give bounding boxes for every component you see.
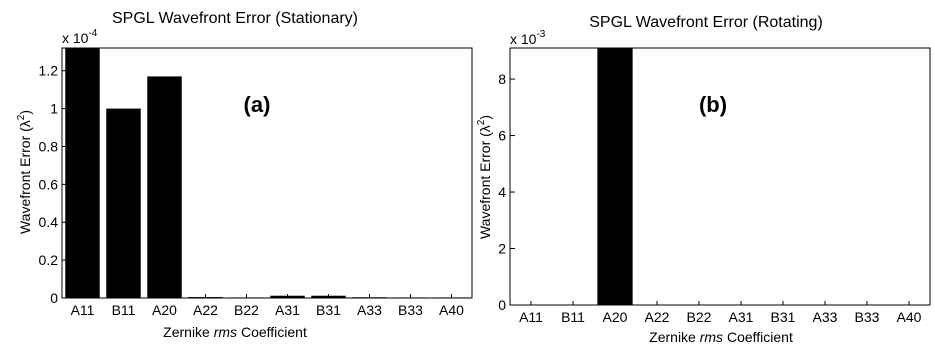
x-tick-label: B31 <box>771 309 796 325</box>
x-tick-label: A20 <box>152 302 177 318</box>
x-tick-label: A33 <box>813 309 838 325</box>
x-tick-label: A22 <box>645 309 670 325</box>
y-tick-label: 0.4 <box>39 214 59 230</box>
x-tick-label: A31 <box>729 309 754 325</box>
x-tick-labels: A11 B11 A20 A22 B22 A31 B31 A33 B33 A40 <box>71 294 464 318</box>
y-multiplier: x 10-3 <box>510 29 546 47</box>
x-tick-label: A40 <box>439 302 464 318</box>
x-tick-label: A33 <box>357 302 382 318</box>
x-tick-labels: A11 B11 A20 A22 B22 A31 B31 A33 B33 A40 <box>519 301 922 325</box>
x-tick-label: B33 <box>398 302 423 318</box>
panel-b: SPGL Wavefront Error (Rotating) x 10-3 (… <box>476 14 931 345</box>
y-axis-label: Wavefront Error (λ2) <box>16 110 33 234</box>
y-tick-label: 4 <box>498 184 506 200</box>
x-tick-label: A11 <box>519 309 543 325</box>
x-axis-label: Zernike rms Coefficient <box>649 329 793 345</box>
y-tick-label: 0 <box>50 290 58 306</box>
y-tick-label: 0.6 <box>39 176 59 192</box>
y-tick-label: 2 <box>498 241 506 257</box>
plot-frame <box>509 47 931 306</box>
x-tick-label: B22 <box>687 309 712 325</box>
x-axis-label: Zernike rms Coefficient <box>163 324 307 340</box>
y-tick-label: 0.2 <box>39 252 59 268</box>
y-tick-label: 6 <box>498 128 506 144</box>
plot-frame <box>61 47 473 299</box>
x-tick-label: A31 <box>275 302 300 318</box>
bar-b11 <box>106 108 141 298</box>
x-tick-label: A20 <box>603 309 628 325</box>
x-tick-label: B11 <box>561 309 585 325</box>
chart-title: SPGL Wavefront Error (Stationary) <box>112 10 358 27</box>
y-tick-labels: 0 0.2 0.4 0.6 0.8 1 1.2 <box>39 63 67 306</box>
x-tick-label: B31 <box>316 302 341 318</box>
bar-series <box>513 48 927 305</box>
panel-a: SPGL Wavefront Error (Stationary) x 10-4… <box>16 10 473 340</box>
bar-a20 <box>147 76 182 298</box>
x-tick-label: A11 <box>71 302 95 318</box>
bar-a20 <box>597 48 633 305</box>
y-tick-labels: 0 2 4 6 8 <box>498 71 515 313</box>
x-tick-label: A40 <box>897 309 922 325</box>
y-axis-label: Wavefront Error (λ2) <box>476 115 493 239</box>
y-tick-label: 1.2 <box>39 63 59 79</box>
x-tick-label: B33 <box>855 309 880 325</box>
panel-label: (b) <box>699 92 727 117</box>
panel-label: (a) <box>244 92 271 117</box>
y-tick-label: 0 <box>498 297 506 313</box>
x-tick-label: B22 <box>234 302 259 318</box>
y-tick-label: 0.8 <box>39 138 59 154</box>
bar-series <box>65 48 469 298</box>
y-tick-label: 8 <box>498 71 506 87</box>
chart-title: SPGL Wavefront Error (Rotating) <box>589 14 823 31</box>
bar-a11 <box>65 48 100 298</box>
x-tick-label: A22 <box>193 302 218 318</box>
y-multiplier: x 10-4 <box>62 28 98 46</box>
y-tick-label: 1 <box>50 101 58 117</box>
x-tick-label: B11 <box>112 302 136 318</box>
